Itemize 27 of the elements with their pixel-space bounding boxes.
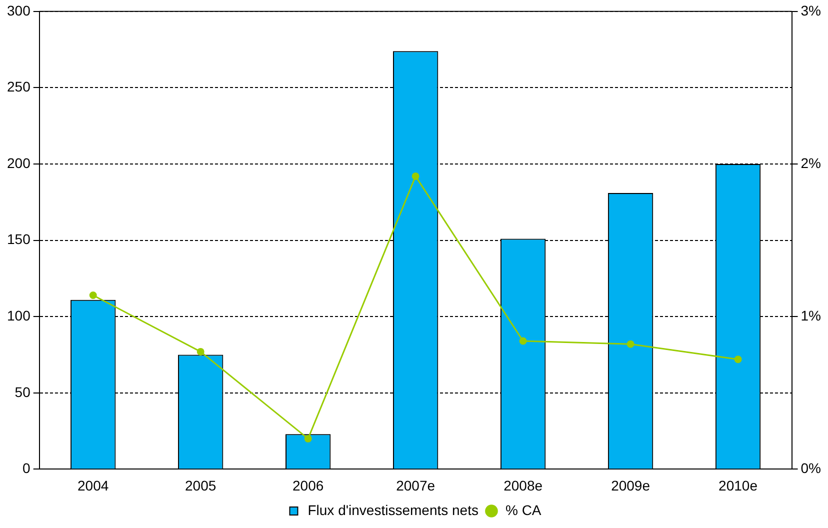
x-tick-label: 2009e <box>611 477 650 494</box>
point <box>196 348 204 356</box>
legend-label: Flux d'investissements nets <box>308 502 478 518</box>
x-tick-label: 2006 <box>292 477 324 494</box>
y2-tick-label: 0% <box>800 460 821 476</box>
y-tick-label: 100 <box>7 307 31 324</box>
x-tick-label: 2004 <box>78 477 109 494</box>
y2-tick-label: 3% <box>800 2 821 18</box>
y-tick-label: 300 <box>7 2 31 18</box>
legend-label: % CA <box>505 502 542 518</box>
point <box>89 291 97 299</box>
x-tick-label: 2010e <box>718 477 758 494</box>
point <box>626 340 634 348</box>
y2-tick-label: 2% <box>800 154 821 171</box>
x-tick-label: 2007e <box>396 477 436 494</box>
x-tick-label: 2005 <box>185 477 216 494</box>
point <box>519 337 527 345</box>
y-tick-label: 0 <box>22 460 31 476</box>
point <box>734 356 742 364</box>
point <box>304 434 312 442</box>
y-tick-label: 150 <box>7 231 31 248</box>
y-tick-label: 50 <box>14 384 31 400</box>
x-tick-label: 2008e <box>504 477 543 494</box>
y-tick-label: 200 <box>7 154 31 171</box>
point <box>412 172 420 180</box>
y2-tick-label: 1% <box>800 307 821 324</box>
y-tick-label: 250 <box>7 78 31 95</box>
